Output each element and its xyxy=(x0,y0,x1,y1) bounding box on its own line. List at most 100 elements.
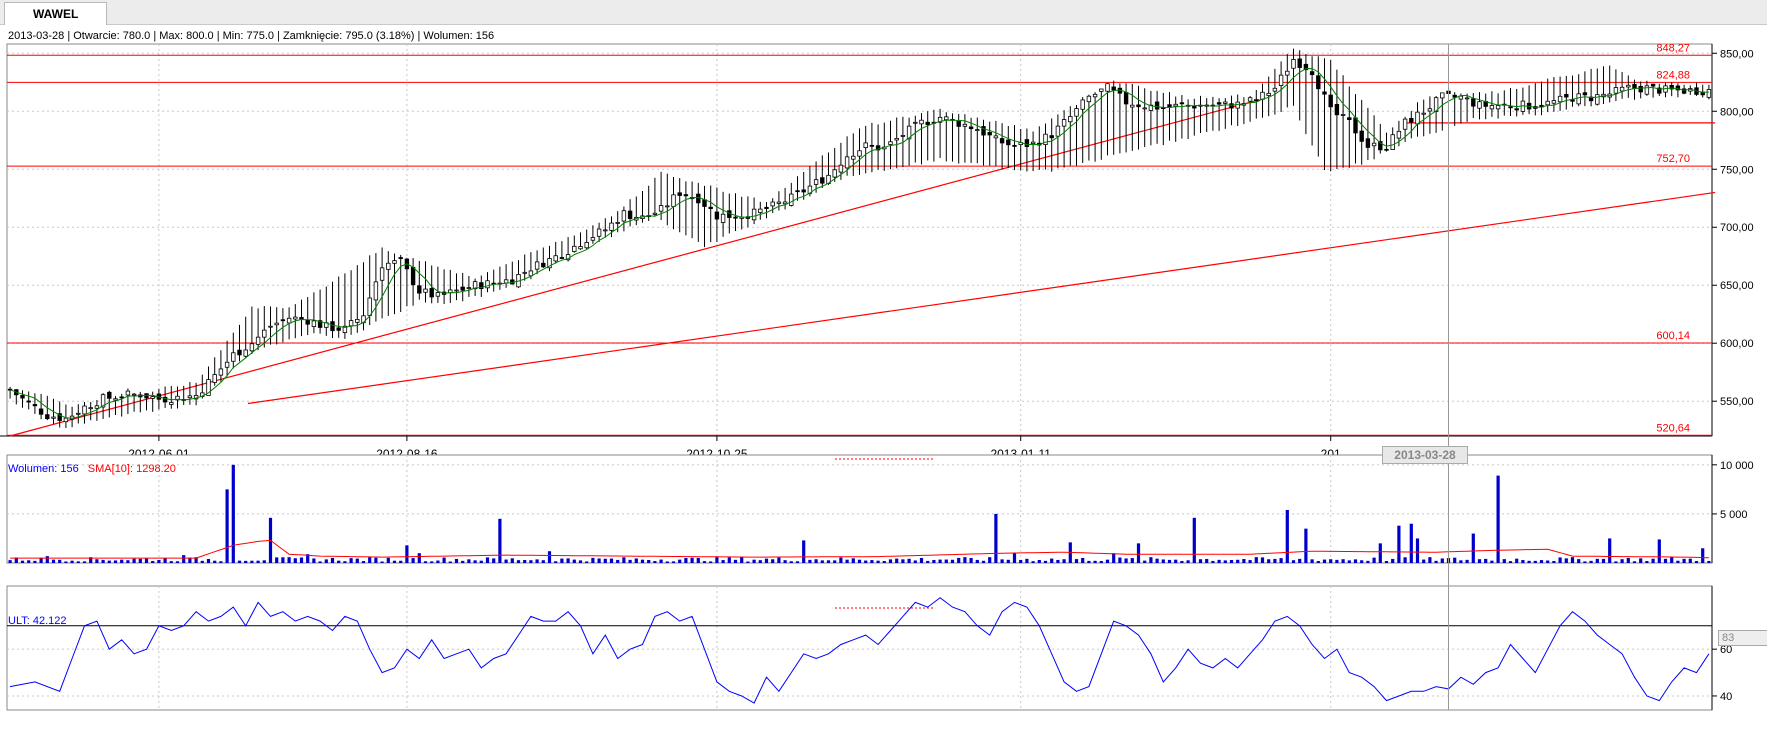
candle-down xyxy=(764,206,769,210)
candle-up xyxy=(1142,107,1147,110)
volume-bar xyxy=(182,555,186,563)
volume-bar xyxy=(1701,548,1705,563)
candle-up xyxy=(386,262,391,270)
volume-bar xyxy=(1180,560,1184,563)
chart-area[interactable]: 850,00 800,00 750,00 700,00 650,00 600,00 550,… xyxy=(0,24,1767,734)
volume-bar xyxy=(1223,560,1227,563)
volume-bar xyxy=(1484,558,1488,563)
volume-bar xyxy=(163,558,167,563)
volume-bar xyxy=(355,558,359,563)
candle-down xyxy=(1508,106,1513,109)
candle-up xyxy=(1595,94,1600,105)
volume-bar xyxy=(1434,560,1438,563)
candle-up xyxy=(776,201,782,204)
candle-up xyxy=(603,229,608,232)
candle-up xyxy=(584,242,589,249)
volume-bar xyxy=(1056,559,1060,563)
candle-up xyxy=(1458,95,1464,100)
candle-up xyxy=(832,169,837,178)
volume-bar xyxy=(1155,558,1159,563)
candle-up xyxy=(169,402,174,405)
volume-bar xyxy=(1589,560,1593,563)
candle-down xyxy=(702,199,707,207)
volume-bar xyxy=(374,557,378,563)
candle-up xyxy=(1055,125,1061,137)
volume-bar xyxy=(392,560,397,563)
volume-bar xyxy=(1093,560,1097,563)
candle-up xyxy=(962,123,968,127)
volume-bar xyxy=(1074,559,1079,563)
volume-bar xyxy=(1217,559,1221,563)
volume-bar xyxy=(665,561,669,563)
volume-bar xyxy=(1205,558,1209,563)
volume-bar xyxy=(1620,559,1624,563)
volume-bar xyxy=(1558,557,1562,563)
volume-bar xyxy=(554,561,558,563)
volume-bar xyxy=(516,560,521,563)
volume-bar xyxy=(696,557,700,563)
candle-up xyxy=(1086,95,1092,103)
volume-bar xyxy=(175,561,180,563)
volume-bar xyxy=(498,518,502,563)
candle-up xyxy=(888,141,893,145)
candle-up xyxy=(944,116,949,121)
ult-tick-label: 40 xyxy=(1720,691,1732,703)
volume-bar xyxy=(368,557,372,563)
volume-bar xyxy=(1149,557,1153,563)
candle-up xyxy=(485,280,490,289)
candle-up xyxy=(1291,59,1296,69)
candle-down xyxy=(1334,104,1340,116)
volume-bar xyxy=(281,557,285,563)
volume-bar xyxy=(529,560,533,563)
candle-down xyxy=(1322,91,1327,95)
candle-down xyxy=(305,319,310,325)
volume-bar xyxy=(405,545,409,563)
candle-down xyxy=(1669,84,1674,90)
candle-up xyxy=(100,394,106,408)
candle-down xyxy=(795,190,800,193)
candle-up xyxy=(255,336,261,345)
candle-down xyxy=(1136,104,1141,108)
volume-bar xyxy=(1440,558,1444,563)
candle-down xyxy=(683,194,689,197)
candle-up xyxy=(906,125,912,140)
candle-up xyxy=(522,271,527,274)
volume-bar xyxy=(436,560,440,563)
ult-tick-label: 60 xyxy=(1720,644,1732,656)
candle-up xyxy=(466,287,472,290)
volume-bar xyxy=(473,560,477,563)
volume-bar xyxy=(151,561,155,563)
tab-wawel[interactable]: WAWEL xyxy=(4,2,108,25)
volume-bar xyxy=(1515,558,1519,563)
candle-up xyxy=(894,138,899,141)
volume-bar xyxy=(225,489,229,563)
volume-bar xyxy=(1459,560,1463,563)
candle-up xyxy=(367,297,372,316)
volume-bar xyxy=(1037,559,1041,563)
volume-bar xyxy=(1570,557,1575,563)
candle-up xyxy=(218,368,224,376)
candle-up xyxy=(937,116,943,123)
candle-up xyxy=(224,361,230,368)
candle-down xyxy=(999,138,1005,144)
candle-up xyxy=(63,417,69,423)
volume-bar xyxy=(802,540,806,563)
volume-bar xyxy=(1242,559,1246,563)
volume-bar xyxy=(45,556,49,563)
candle-down xyxy=(1650,83,1656,87)
candle-down xyxy=(1192,105,1197,109)
volume-bar xyxy=(126,560,130,563)
candle-up xyxy=(311,320,317,327)
volume-bar xyxy=(250,560,254,563)
candle-down xyxy=(57,413,62,421)
candle-down xyxy=(119,396,124,399)
volume-bar xyxy=(1167,559,1172,563)
volume-bar xyxy=(1267,559,1271,563)
volume-bar xyxy=(1471,533,1475,563)
volume-bar xyxy=(244,560,248,563)
volume-bar xyxy=(120,559,124,563)
candle-up xyxy=(212,374,217,383)
candle-up xyxy=(1421,112,1426,115)
candle-up xyxy=(621,210,627,222)
candle-up xyxy=(1278,74,1284,86)
